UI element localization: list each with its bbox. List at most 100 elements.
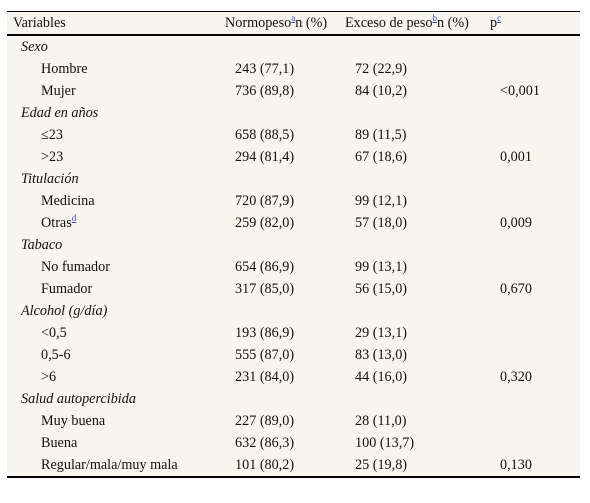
table-row: Muy buena 227 (89,0) 28 (11,0) — [7, 410, 580, 432]
exceso-value: 100 (13,7) — [355, 435, 415, 451]
exceso-value: 99 (13,1) — [355, 259, 408, 275]
table-header: Variables Normopesoan (%) Exceso de peso… — [7, 12, 580, 36]
exceso-value: 72 (22,9) — [355, 61, 408, 77]
row-variable-label: <0,5 — [41, 325, 67, 341]
p-value: 0,009 — [500, 215, 532, 231]
group-label: Edad en años — [21, 105, 99, 121]
table-row: Buena 632 (86,3) 100 (13,7) — [7, 432, 580, 454]
row-variable-label: Regular/mala/muy mala — [41, 457, 178, 473]
header-exceso: Exceso de pesobn (%) — [345, 12, 469, 34]
row-variable: Fumador — [41, 278, 92, 300]
group-label: Alcohol (g/día) — [21, 303, 108, 319]
header-exceso-label: Exceso de peso — [345, 15, 433, 31]
row-variable: >6 — [41, 366, 56, 388]
row-variable: Otrasd — [41, 212, 76, 234]
table-row: >23 294 (81,4) 67 (18,6) 0,001 — [7, 146, 580, 168]
exceso-value: 57 (18,0) — [355, 215, 408, 231]
row-variable-label: Fumador — [41, 281, 93, 297]
table-row: Regular/mala/muy mala 101 (80,2) 25 (19,8)… — [7, 454, 580, 476]
normopeso-value: 294 (81,4) — [235, 149, 295, 165]
normopeso-value: 231 (84,0) — [235, 369, 295, 385]
normopeso-value: 243 (77,1) — [235, 61, 295, 77]
header-exceso-unit: n (%) — [436, 15, 469, 31]
header-variables: Variables — [13, 15, 66, 31]
group-row: Alcohol (g/día) — [7, 300, 580, 322]
row-variable: Muy buena — [41, 410, 105, 432]
p-value: 0,320 — [500, 369, 532, 385]
footnote-link-a[interactable]: a — [291, 13, 296, 23]
normopeso-value: 736 (89,8) — [235, 83, 295, 99]
normopeso-value: 654 (86,9) — [235, 259, 295, 275]
row-variable-label: 0,5-6 — [41, 347, 71, 363]
row-variable: Buena — [41, 432, 77, 454]
header-p-label: p — [490, 15, 498, 31]
normopeso-value: 632 (86,3) — [235, 435, 295, 451]
normopeso-value: 227 (89,0) — [235, 413, 295, 429]
exceso-value: 56 (15,0) — [355, 281, 408, 297]
normopeso-value: 193 (86,9) — [235, 325, 295, 341]
group-row: Titulación — [7, 168, 580, 190]
row-variable: Medicina — [41, 190, 95, 212]
row-variable-label: No fumador — [41, 259, 110, 275]
table-row: 0,5-6 555 (87,0) 83 (13,0) — [7, 344, 580, 366]
exceso-value: 29 (13,1) — [355, 325, 408, 341]
table-row: Fumador 317 (85,0) 56 (15,0) 0,670 — [7, 278, 580, 300]
normopeso-value: 720 (87,9) — [235, 193, 295, 209]
normopeso-value: 101 (80,2) — [235, 457, 295, 473]
footnote-link-d[interactable]: d — [71, 213, 77, 223]
table-row: Otrasd 259 (82,0) 57 (18,0) 0,009 — [7, 212, 580, 234]
group-row: Tabaco — [7, 234, 580, 256]
row-variable-label: Otras — [41, 215, 72, 231]
normopeso-value: 555 (87,0) — [235, 347, 295, 363]
group-row: Edad en años — [7, 102, 580, 124]
group-row: Salud autopercibida — [7, 388, 580, 410]
exceso-value: 83 (13,0) — [355, 347, 408, 363]
row-variable: ≤23 — [41, 124, 63, 146]
table-body: Sexo Hombre 243 (77,1) 72 (22,9) Mujer 736 (8… — [7, 36, 580, 476]
p-value: 0,670 — [500, 281, 532, 297]
row-variable-label: Hombre — [41, 61, 88, 77]
footnote-link-c[interactable]: c — [497, 13, 502, 23]
header-normopeso: Normopesoan (%) — [225, 12, 327, 34]
row-variable-label: Muy buena — [41, 413, 106, 429]
group-label: Titulación — [21, 171, 79, 187]
table-row: <0,5 193 (86,9) 29 (13,1) — [7, 322, 580, 344]
exceso-value: 84 (10,2) — [355, 83, 408, 99]
p-value: <0,001 — [500, 83, 540, 99]
table-row: ≤23 658 (88,5) 89 (11,5) — [7, 124, 580, 146]
header-normopeso-unit: n (%) — [295, 15, 328, 31]
row-variable: 0,5-6 — [41, 344, 71, 366]
exceso-value: 28 (11,0) — [355, 413, 407, 429]
row-variable-label: >6 — [41, 369, 57, 385]
group-label: Tabaco — [21, 237, 63, 253]
group-label: Salud autopercibida — [21, 391, 136, 407]
exceso-value: 44 (16,0) — [355, 369, 408, 385]
table-row: No fumador 654 (86,9) 99 (13,1) — [7, 256, 580, 278]
row-variable-label: ≤23 — [41, 127, 63, 143]
table-row: >6 231 (84,0) 44 (16,0) 0,320 — [7, 366, 580, 388]
footnote-link-b[interactable]: b — [432, 13, 437, 23]
normopeso-value: 259 (82,0) — [235, 215, 295, 231]
group-row: Sexo — [7, 36, 580, 58]
row-variable: Mujer — [41, 80, 76, 102]
row-variable: <0,5 — [41, 322, 67, 344]
exceso-value: 67 (18,6) — [355, 149, 408, 165]
normopeso-value: 317 (85,0) — [235, 281, 295, 297]
row-variable-label: Medicina — [41, 193, 95, 209]
row-variable: No fumador — [41, 256, 110, 278]
table-row: Hombre 243 (77,1) 72 (22,9) — [7, 58, 580, 80]
normopeso-value: 658 (88,5) — [235, 127, 295, 143]
row-variable-label: Buena — [41, 435, 78, 451]
exceso-value: 89 (11,5) — [355, 127, 407, 143]
row-variable-label: Mujer — [41, 83, 76, 99]
data-table: Variables Normopesoan (%) Exceso de peso… — [7, 11, 580, 478]
row-variable: >23 — [41, 146, 63, 168]
row-variable: Hombre — [41, 58, 88, 80]
exceso-value: 99 (12,1) — [355, 193, 408, 209]
p-value: 0,001 — [500, 149, 532, 165]
exceso-value: 25 (19,8) — [355, 457, 408, 473]
table-row: Mujer 736 (89,8) 84 (10,2) <0,001 — [7, 80, 580, 102]
header-p: pc — [490, 12, 501, 34]
group-label: Sexo — [21, 39, 48, 55]
